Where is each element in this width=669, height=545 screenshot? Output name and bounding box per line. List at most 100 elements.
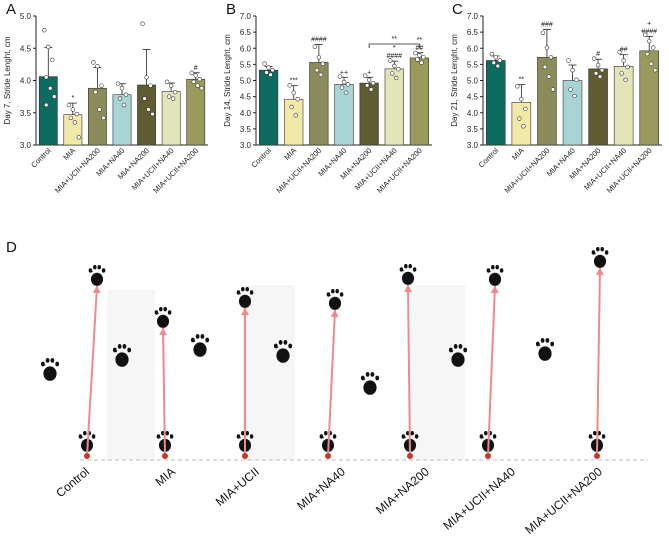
paw-speck	[593, 440, 596, 442]
y-axis-label: Day 14, Stride Lenght, cm	[223, 34, 232, 127]
paw-speck	[85, 442, 87, 445]
paw-speck	[366, 381, 368, 384]
paw-speck	[406, 275, 408, 278]
paw-speck	[594, 252, 596, 255]
significance-label: ####	[641, 28, 657, 35]
data-point	[74, 111, 80, 117]
paw-toe	[593, 431, 597, 436]
data-point	[262, 61, 267, 66]
paw-toe	[412, 267, 417, 272]
paw-toe	[535, 341, 540, 347]
data-point	[197, 77, 202, 82]
significance-label: #	[194, 65, 198, 72]
y-tick-label: 5.0	[240, 77, 252, 86]
data-point	[368, 87, 374, 92]
y-tick-label: 4.5	[20, 44, 32, 53]
data-point	[493, 55, 498, 60]
bar	[537, 56, 557, 146]
data-point	[164, 79, 170, 84]
significance-label: ++	[340, 69, 348, 76]
paw-pad	[193, 342, 207, 357]
significance-label: ##	[416, 45, 424, 52]
paw-toe	[484, 431, 488, 436]
data-point	[593, 71, 599, 76]
y-tick-label: 3.5	[20, 109, 32, 118]
paw-toe	[408, 264, 412, 269]
y-tick-label: 6.0	[240, 44, 252, 53]
x-tick-label: Control	[250, 146, 274, 170]
paw-speck	[602, 264, 604, 266]
paw-speck	[196, 343, 198, 346]
paw-speck	[454, 353, 456, 356]
data-point	[270, 67, 275, 73]
paw-speck	[285, 359, 288, 361]
panel-letter: C	[452, 1, 463, 18]
stride-arrow	[327, 309, 336, 457]
paw-toe	[404, 264, 408, 269]
paw-toe	[45, 358, 50, 363]
paw-toe	[545, 338, 550, 343]
data-point	[95, 64, 100, 69]
paw-speck	[283, 356, 286, 358]
paw-pad	[276, 348, 290, 363]
data-point	[115, 81, 121, 86]
group-label: MIA+NA200	[373, 464, 432, 517]
paw-speck	[97, 279, 100, 282]
paw-toe	[324, 431, 328, 436]
stride-arrow-head	[92, 286, 101, 294]
paw-toe	[154, 310, 159, 315]
stride-arrow-origin	[242, 453, 248, 459]
data-point	[123, 92, 129, 97]
y-tick-label: 6.0	[467, 44, 479, 53]
y-tick-label: 3.0	[467, 141, 479, 150]
y-tick-label: 3.0	[240, 141, 252, 150]
paw-speck	[157, 312, 159, 315]
significance-label: ####	[386, 53, 402, 60]
paw-toe	[101, 268, 106, 273]
paw-toe	[273, 343, 278, 349]
data-point	[617, 49, 622, 55]
x-tick-label: MIA+UCII+NA200	[503, 146, 552, 195]
paw-speck	[368, 384, 370, 387]
data-point	[419, 60, 424, 65]
stride-arrow	[596, 267, 601, 457]
paw-toe	[326, 292, 331, 297]
bar	[161, 91, 181, 146]
paw-pad	[90, 272, 104, 286]
data-point	[266, 65, 271, 70]
paw-speck	[83, 440, 86, 442]
paw-speck	[165, 445, 168, 448]
paw-toe	[241, 431, 245, 436]
group-label: MIA+UCII	[213, 465, 262, 509]
data-point	[72, 120, 78, 125]
paw-speck	[159, 316, 162, 318]
paw-toe	[591, 250, 596, 255]
paw-pad	[156, 314, 170, 328]
data-point	[312, 44, 318, 49]
data-point	[117, 96, 123, 101]
stride-arrow-head	[330, 310, 339, 318]
data-point	[97, 107, 102, 112]
paw-speck	[95, 276, 97, 279]
y-tick-label: 4.0	[467, 109, 479, 118]
data-point	[574, 77, 579, 83]
paw-speck	[493, 276, 495, 279]
paw-toe	[236, 290, 241, 295]
paw-speck	[598, 258, 600, 261]
paw-toe	[127, 347, 132, 353]
data-point	[497, 58, 502, 63]
paw-speck	[337, 306, 339, 308]
data-point	[44, 75, 49, 80]
data-point	[148, 83, 153, 88]
paw-speck	[281, 352, 283, 355]
paw-toe	[283, 340, 288, 345]
data-point	[413, 50, 418, 56]
paw-speck	[52, 377, 55, 379]
significance-bracket	[368, 43, 420, 48]
paw-toe	[448, 347, 453, 353]
paw-speck	[89, 448, 91, 450]
paw-toe	[163, 307, 167, 312]
paw-speck	[600, 261, 603, 264]
data-point	[150, 111, 155, 117]
data-point	[621, 58, 626, 63]
